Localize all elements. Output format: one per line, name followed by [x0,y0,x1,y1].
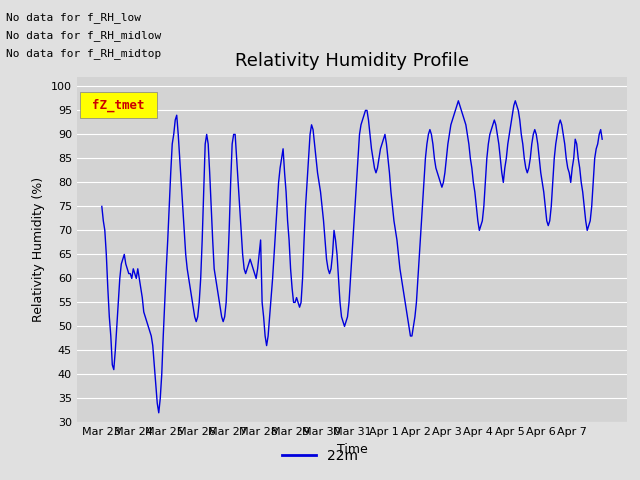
Text: No data for f_RH_low: No data for f_RH_low [6,12,141,23]
Text: No data for f_RH_midtop: No data for f_RH_midtop [6,48,162,60]
Y-axis label: Relativity Humidity (%): Relativity Humidity (%) [33,177,45,322]
Title: Relativity Humidity Profile: Relativity Humidity Profile [235,52,469,70]
X-axis label: Time: Time [337,443,367,456]
Text: No data for f_RH_midlow: No data for f_RH_midlow [6,30,162,41]
Text: fZ_tmet: fZ_tmet [92,98,145,112]
Legend: 22m: 22m [276,443,364,468]
